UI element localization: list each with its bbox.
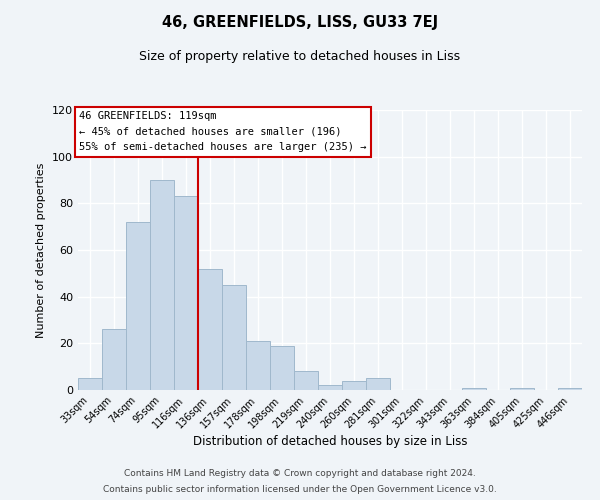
Bar bbox=[150, 180, 174, 390]
Bar bbox=[222, 285, 246, 390]
Bar bbox=[174, 196, 198, 390]
Bar bbox=[246, 341, 270, 390]
Text: Contains HM Land Registry data © Crown copyright and database right 2024.: Contains HM Land Registry data © Crown c… bbox=[124, 468, 476, 477]
Text: Size of property relative to detached houses in Liss: Size of property relative to detached ho… bbox=[139, 50, 461, 63]
Bar bbox=[366, 378, 390, 390]
Bar bbox=[558, 388, 582, 390]
Text: 46 GREENFIELDS: 119sqm
← 45% of detached houses are smaller (196)
55% of semi-de: 46 GREENFIELDS: 119sqm ← 45% of detached… bbox=[79, 111, 367, 152]
Y-axis label: Number of detached properties: Number of detached properties bbox=[37, 162, 46, 338]
X-axis label: Distribution of detached houses by size in Liss: Distribution of detached houses by size … bbox=[193, 436, 467, 448]
Bar bbox=[342, 380, 366, 390]
Bar bbox=[294, 372, 318, 390]
Bar bbox=[270, 346, 294, 390]
Bar bbox=[510, 388, 534, 390]
Bar bbox=[198, 268, 222, 390]
Bar bbox=[102, 330, 126, 390]
Bar bbox=[78, 378, 102, 390]
Bar bbox=[462, 388, 486, 390]
Bar bbox=[318, 386, 342, 390]
Bar bbox=[126, 222, 150, 390]
Text: 46, GREENFIELDS, LISS, GU33 7EJ: 46, GREENFIELDS, LISS, GU33 7EJ bbox=[162, 15, 438, 30]
Text: Contains public sector information licensed under the Open Government Licence v3: Contains public sector information licen… bbox=[103, 485, 497, 494]
